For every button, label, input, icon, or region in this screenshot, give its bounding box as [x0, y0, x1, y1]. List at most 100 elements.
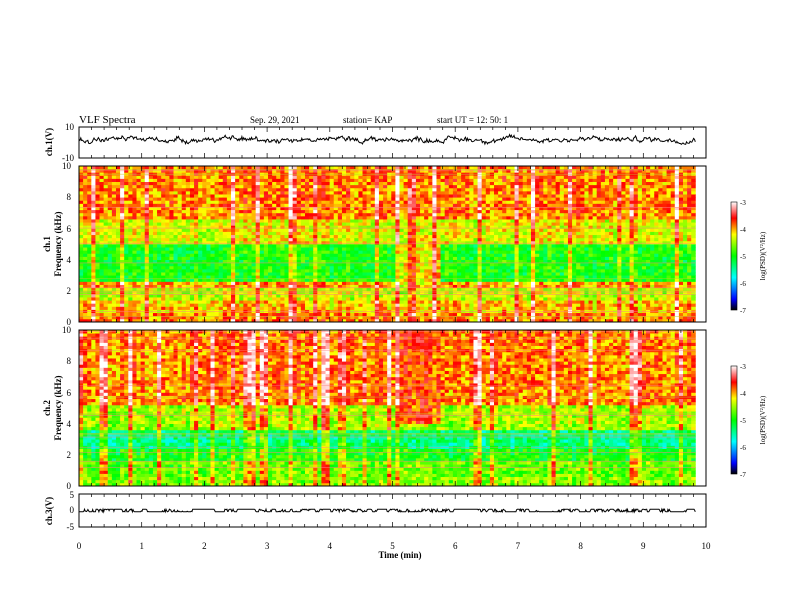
- spectrogram-cell: [140, 272, 146, 276]
- spectrogram-cell: [111, 275, 117, 279]
- spectrogram-cell: [411, 290, 417, 295]
- spectrogram-cell: [383, 178, 388, 182]
- spectrogram-cell: [231, 262, 236, 267]
- spectrogram-cell: [144, 268, 150, 273]
- spectrogram-cell: [165, 265, 170, 270]
- spectrogram-cell: [206, 275, 211, 279]
- spectrogram-cell: [120, 219, 125, 223]
- spectrogram-cell: [231, 181, 236, 186]
- spectrogram-cell: [165, 275, 170, 279]
- spectrogram-cell: [218, 228, 224, 232]
- spectrogram-cell: [185, 222, 191, 226]
- spectrogram-cell: [321, 275, 326, 279]
- spectrogram-cell: [411, 231, 417, 236]
- spectrogram-cell: [309, 290, 314, 295]
- spectrogram-cell: [444, 275, 450, 279]
- spectrogram-cell: [251, 297, 257, 301]
- spectrogram-cell: [461, 190, 466, 195]
- spectrogram-cell: [317, 175, 322, 179]
- spectrogram-cell: [358, 234, 363, 239]
- spectrogram-cell: [341, 206, 347, 211]
- spectrogram-cell: [198, 225, 203, 229]
- spectrogram-cell: [354, 312, 359, 317]
- spectrogram-cell: [276, 312, 281, 317]
- spectrogram-cell: [161, 318, 166, 323]
- spectrogram-cell: [313, 312, 318, 317]
- spectrogram-cell: [177, 178, 183, 182]
- spectrogram-cell: [424, 237, 429, 242]
- spectrogram-cell: [144, 318, 150, 323]
- spectrogram-cell: [152, 178, 158, 182]
- spectrogram-cell: [161, 293, 166, 298]
- spectrogram-cell: [300, 315, 306, 320]
- spectrogram-cell: [411, 166, 417, 170]
- spectrogram-cell: [391, 212, 396, 217]
- spectrogram-cell: [424, 234, 429, 239]
- spectrogram-cell: [103, 215, 109, 220]
- spectrogram-cell: [337, 190, 343, 195]
- spectrogram-cell: [148, 290, 154, 295]
- spectrogram-cell: [115, 181, 121, 186]
- spectrogram-cell: [235, 318, 240, 323]
- spectrogram-cell: [243, 272, 248, 276]
- spectrogram-cell: [391, 247, 396, 251]
- spectrogram-cell: [469, 231, 474, 236]
- spectrogram-cell: [247, 268, 252, 273]
- spectrogram-cell: [333, 240, 339, 245]
- spectrogram-cell: [83, 253, 88, 257]
- spectrogram-cell: [95, 265, 100, 270]
- spectrogram-cell: [103, 175, 109, 179]
- spectrogram-cell: [465, 197, 470, 201]
- spectrogram-cell: [136, 231, 142, 236]
- spectrogram-cell: [259, 225, 265, 229]
- spectrogram-cell: [83, 303, 88, 307]
- spectrogram-cell: [173, 215, 179, 220]
- spectrogram-cell: [189, 187, 195, 192]
- spectrogram-cell: [107, 228, 113, 232]
- spectrogram-cell: [341, 318, 347, 323]
- spectrogram-cell: [391, 219, 396, 223]
- spectrogram-cell: [198, 240, 203, 245]
- spectrogram-cell: [235, 166, 240, 170]
- spectrogram-cell: [420, 209, 425, 214]
- spectrogram-cell: [329, 200, 335, 204]
- spectrogram-cell: [391, 278, 396, 282]
- spectrogram-cell: [452, 240, 458, 245]
- spectrogram-cell: [152, 187, 158, 192]
- spectrogram-cell: [247, 309, 252, 314]
- spectrogram-cell: [222, 309, 228, 314]
- spectrogram-cell: [148, 184, 154, 189]
- spectrogram-cell: [383, 234, 388, 239]
- spectrogram-cell: [247, 206, 252, 211]
- spectrogram-cell: [321, 247, 326, 251]
- spectrogram-cell: [231, 265, 236, 270]
- spectrogram-cell: [148, 237, 154, 242]
- spectrogram-cell: [218, 300, 224, 304]
- spectrogram-cell: [251, 203, 257, 207]
- spectrogram-cell: [284, 293, 289, 298]
- spectrogram-cell: [214, 212, 220, 217]
- spectrogram-cell: [210, 234, 215, 239]
- spectrogram-cell: [321, 262, 326, 267]
- spectrogram-cell: [268, 272, 273, 276]
- spectrogram-cell: [378, 281, 384, 285]
- spectrogram-cell: [243, 219, 248, 223]
- spectrogram-cell: [268, 222, 273, 226]
- spectrogram-cell: [239, 197, 244, 201]
- spectrogram-cell: [91, 222, 96, 226]
- spectrogram-cell: [157, 293, 162, 298]
- spectrogram-cell: [415, 278, 421, 282]
- spectrogram-cell: [362, 253, 368, 257]
- spectrogram-cell: [144, 212, 150, 217]
- spectrogram-cell: [79, 303, 84, 307]
- spectrogram-cell: [407, 184, 413, 189]
- spectrogram-cell: [292, 265, 298, 270]
- spectrogram-cell: [358, 219, 363, 223]
- spectrogram-cell: [218, 200, 224, 204]
- spectrogram-cell: [354, 231, 359, 236]
- spectrogram-cell: [473, 265, 478, 270]
- spectrogram-cell: [391, 190, 396, 195]
- spectrogram-cell: [469, 197, 474, 201]
- spectrogram-cell: [148, 166, 154, 170]
- spectrogram-cell: [128, 212, 133, 217]
